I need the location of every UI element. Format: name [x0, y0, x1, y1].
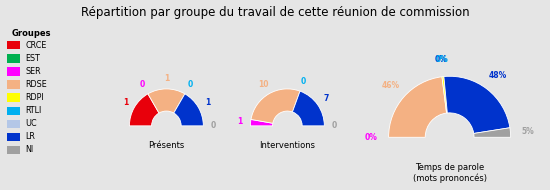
Text: 7: 7	[323, 94, 329, 103]
Text: 1: 1	[205, 98, 210, 107]
Text: RDPI: RDPI	[25, 93, 44, 102]
Text: EST: EST	[25, 54, 40, 63]
FancyBboxPatch shape	[7, 120, 20, 128]
Text: CRCE: CRCE	[25, 40, 47, 50]
Text: 0%: 0%	[365, 133, 378, 142]
Text: 0: 0	[211, 121, 216, 130]
Text: SER: SER	[25, 67, 41, 76]
Text: Présents: Présents	[148, 141, 184, 150]
Text: 1: 1	[123, 98, 128, 107]
Wedge shape	[251, 89, 300, 123]
Text: RDSE: RDSE	[25, 80, 47, 89]
FancyBboxPatch shape	[7, 54, 20, 63]
Text: 1: 1	[238, 117, 243, 126]
Text: 0: 0	[140, 80, 145, 89]
Text: LR: LR	[25, 132, 35, 141]
Text: 0: 0	[332, 121, 337, 130]
Text: 46%: 46%	[382, 81, 400, 90]
Wedge shape	[250, 120, 273, 126]
Wedge shape	[444, 76, 510, 133]
FancyBboxPatch shape	[7, 146, 20, 154]
Wedge shape	[293, 91, 324, 126]
Wedge shape	[148, 89, 185, 113]
Wedge shape	[442, 77, 447, 113]
Text: 10: 10	[258, 80, 269, 89]
Text: 48%: 48%	[488, 71, 507, 80]
Text: 5%: 5%	[521, 127, 534, 136]
FancyBboxPatch shape	[7, 133, 20, 141]
Text: 0: 0	[301, 77, 306, 86]
Text: 0: 0	[188, 80, 192, 89]
Text: UC: UC	[25, 119, 37, 128]
FancyBboxPatch shape	[7, 80, 20, 89]
Text: 1: 1	[164, 74, 169, 83]
Text: Temps de parole
(mots prononcés): Temps de parole (mots prononcés)	[412, 163, 487, 183]
FancyBboxPatch shape	[7, 67, 20, 76]
Text: 0%: 0%	[436, 55, 449, 64]
Text: Groupes: Groupes	[11, 29, 51, 38]
Wedge shape	[389, 77, 447, 137]
FancyBboxPatch shape	[7, 41, 20, 49]
FancyBboxPatch shape	[7, 107, 20, 115]
FancyBboxPatch shape	[7, 93, 20, 102]
Wedge shape	[474, 128, 510, 137]
Wedge shape	[174, 94, 204, 126]
Text: 0%: 0%	[434, 55, 448, 64]
Text: RTLI: RTLI	[25, 106, 42, 115]
Text: NI: NI	[25, 145, 34, 154]
Wedge shape	[129, 94, 159, 126]
Text: Répartition par groupe du travail de cette réunion de commission: Répartition par groupe du travail de cet…	[81, 6, 469, 19]
Text: Interventions: Interventions	[260, 141, 315, 150]
